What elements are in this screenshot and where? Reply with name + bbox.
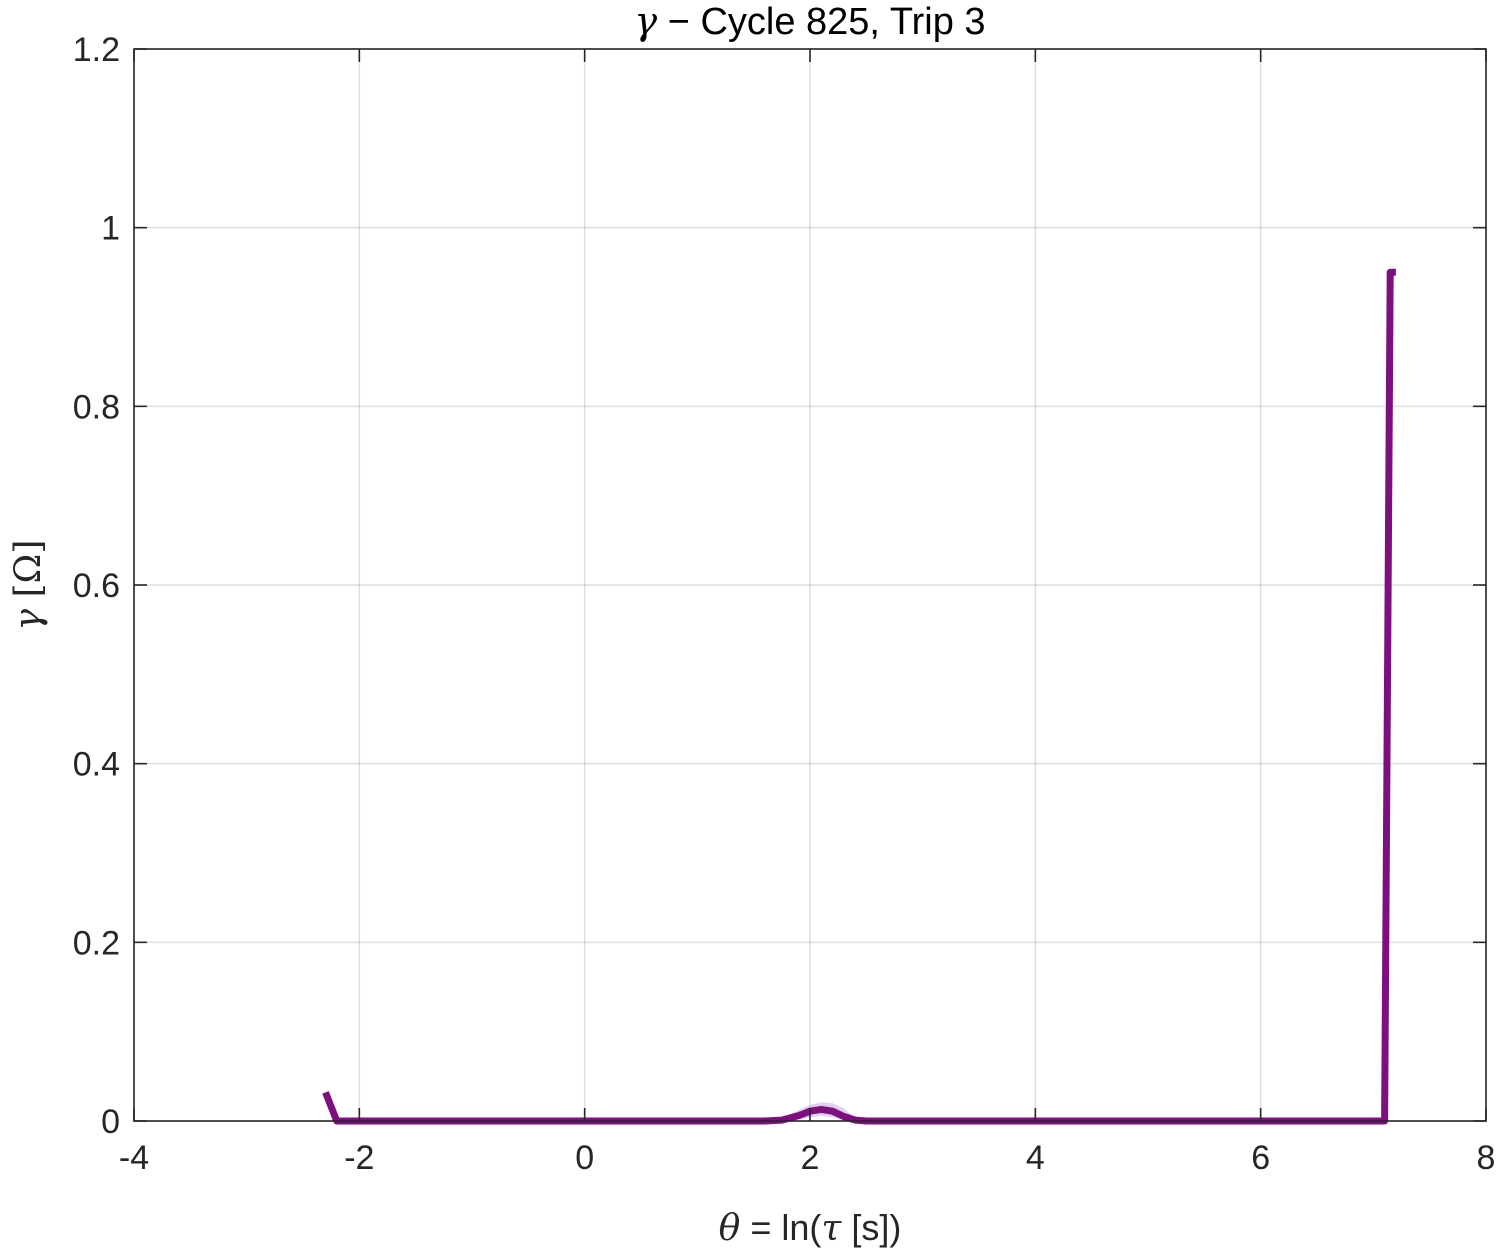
y-tick-label: 0.8 — [73, 388, 120, 426]
title-symbol: γ — [634, 0, 657, 43]
y-axis-label: γ [Ω] — [8, 540, 49, 631]
y-label-unit: [Ω] — [8, 540, 49, 609]
x-tick-label: 4 — [1026, 1139, 1045, 1177]
y-tick-label: 1.2 — [73, 31, 120, 69]
x-tick-label: -4 — [119, 1139, 149, 1177]
x-tick-label: 2 — [801, 1139, 820, 1177]
x-tick-label: 6 — [1251, 1139, 1270, 1177]
x-label-mid: = ln( — [740, 1207, 821, 1248]
y-tick-label: 0.6 — [73, 567, 120, 605]
x-tick-label: 0 — [575, 1139, 594, 1177]
x-label-end: [s]) — [841, 1207, 901, 1248]
y-tick-label: 0.4 — [73, 746, 120, 784]
y-tick-label: 1 — [101, 210, 120, 248]
ticks-group — [133, 48, 1487, 1122]
y-tick-label: 0 — [101, 1103, 120, 1141]
x-label-symbol2: τ — [821, 1208, 842, 1249]
y-tick-label: 0.2 — [73, 924, 120, 962]
x-label-symbol: θ — [719, 1208, 741, 1249]
title-separator: − — [657, 1, 700, 43]
plot-area — [134, 49, 1486, 1121]
x-tick-labels: -4 -2 0 2 4 6 8 — [119, 1139, 1496, 1177]
x-tick-label: -2 — [344, 1139, 374, 1177]
x-tick-label: 8 — [1477, 1139, 1496, 1177]
title-text: Cycle 825, Trip 3 — [700, 1, 985, 43]
y-label-symbol: γ — [8, 608, 49, 630]
x-axis-label: θ = ln(τ [s]) — [719, 1207, 902, 1249]
chart-title: γ − Cycle 825, Trip 3 — [634, 0, 985, 43]
y-tick-labels: 0 0.2 0.4 0.6 0.8 1 1.2 — [73, 31, 120, 1141]
